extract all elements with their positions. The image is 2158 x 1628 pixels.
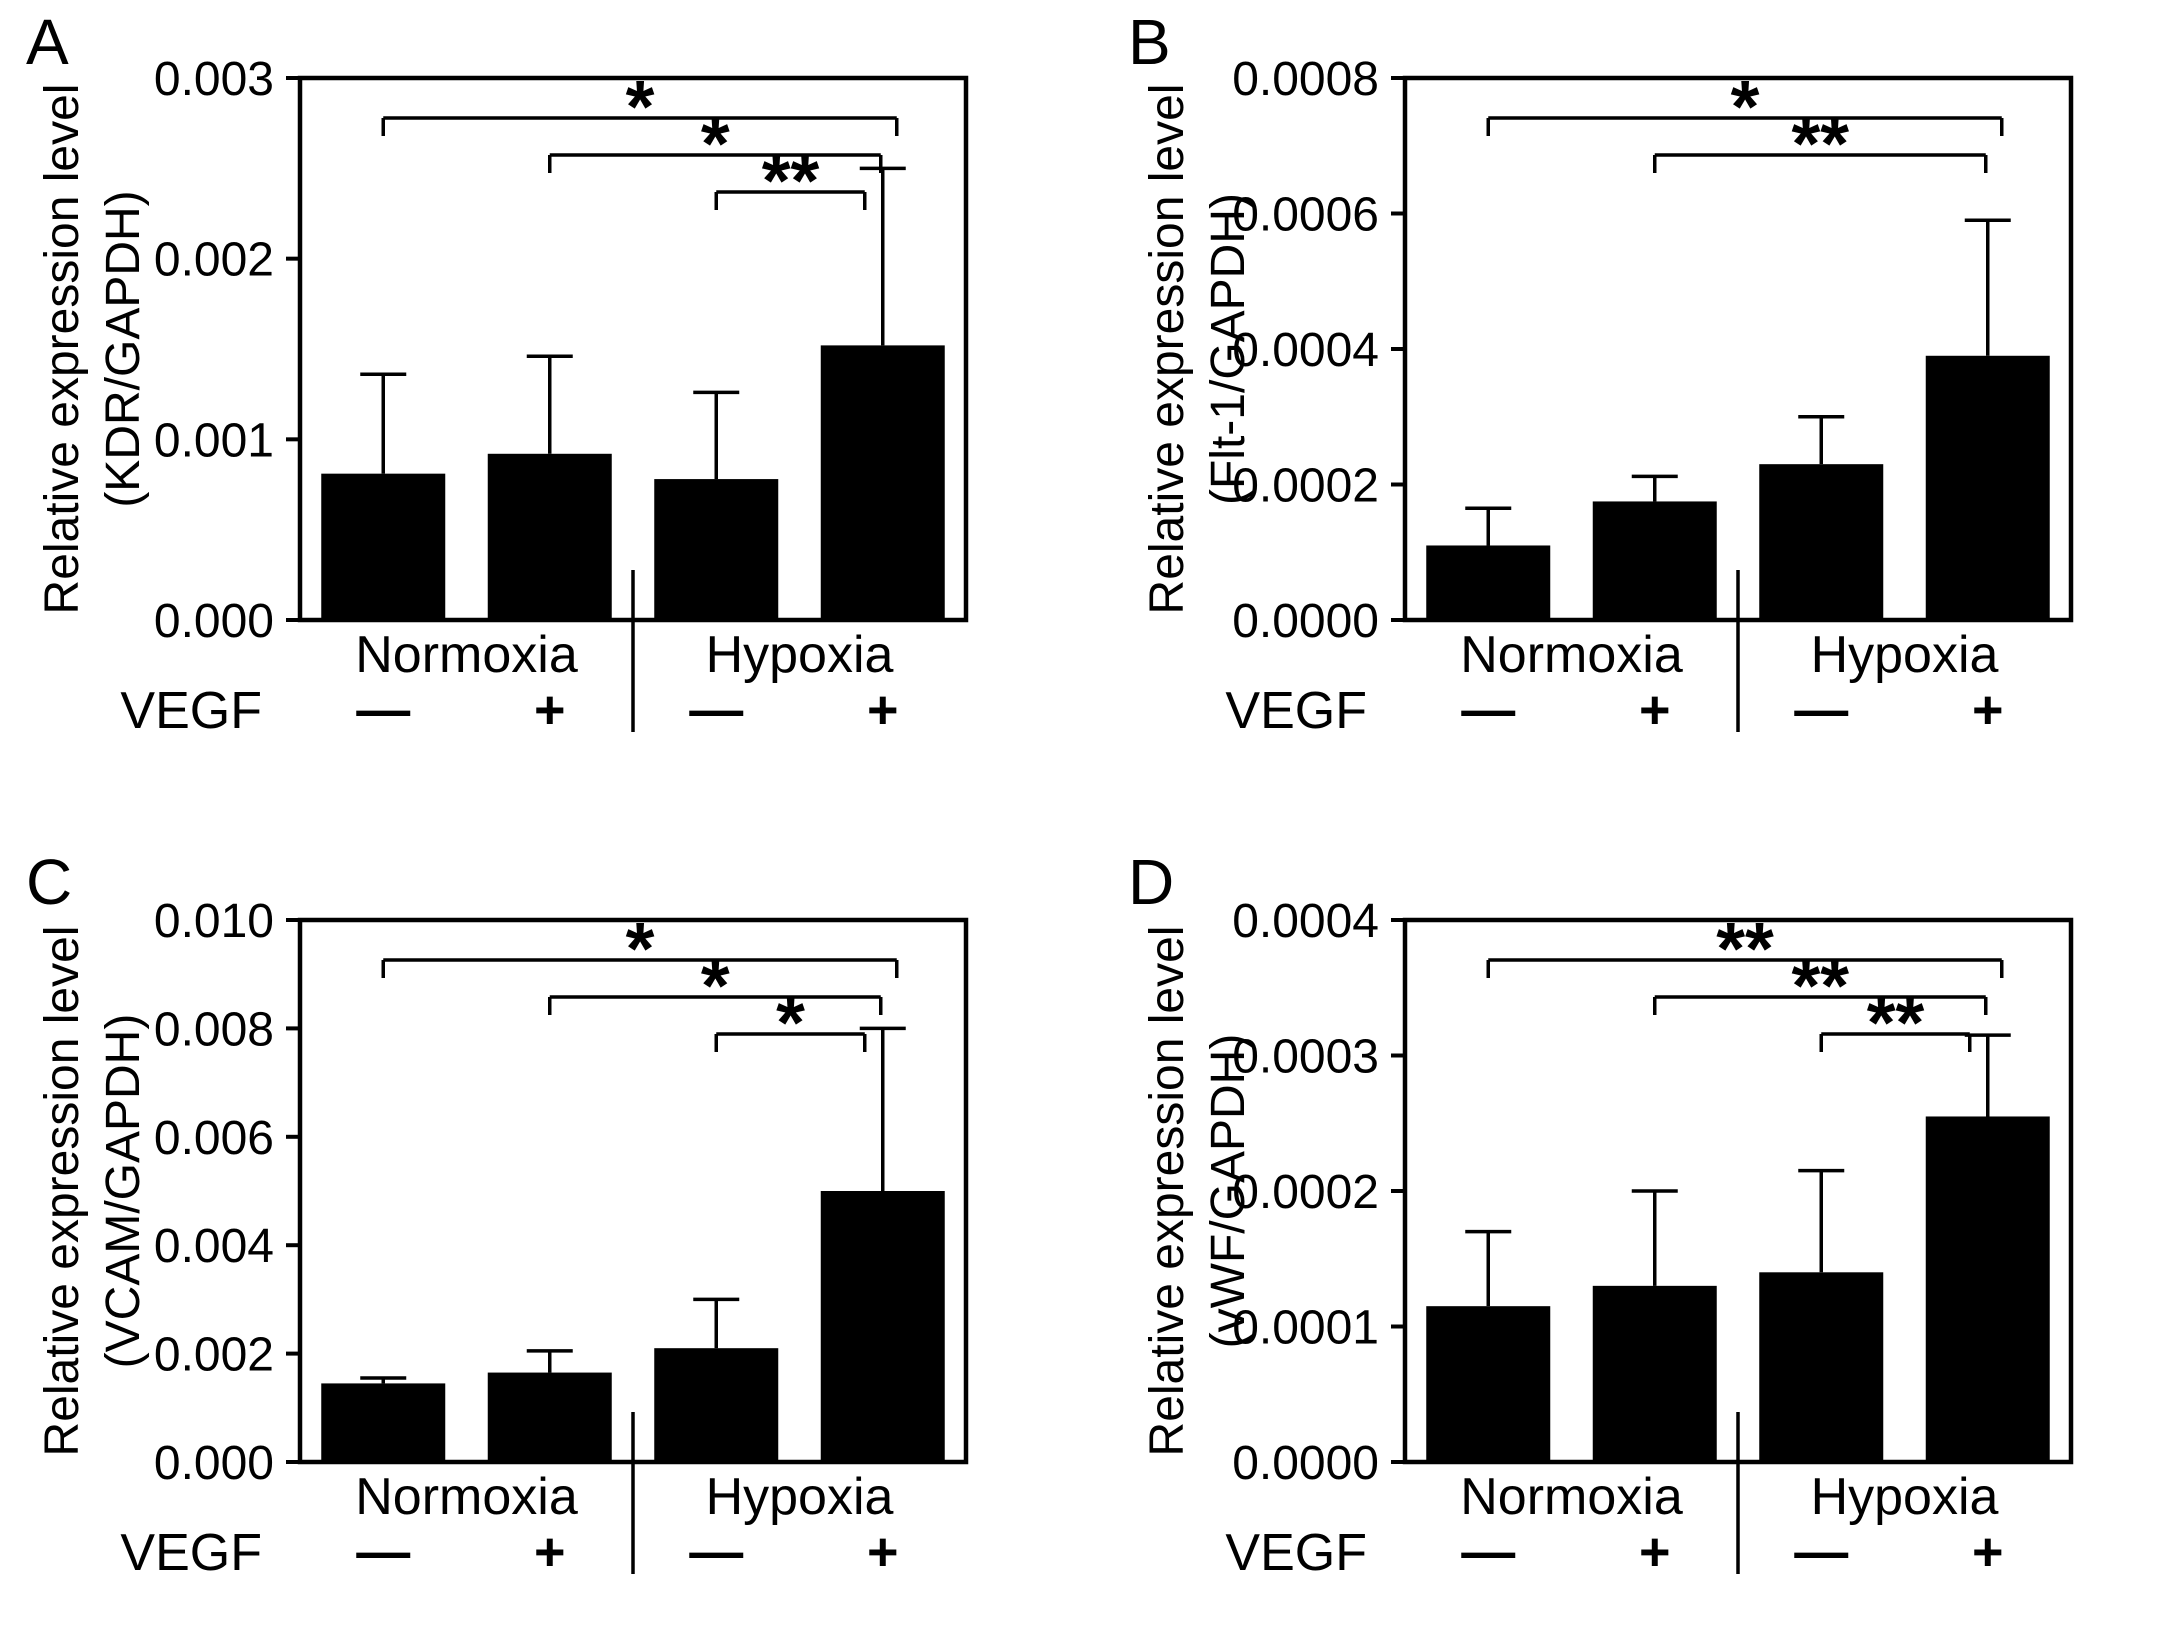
bar — [1925, 355, 2050, 620]
y-axis-label-line1: Relative expression level — [36, 926, 89, 1457]
bar — [654, 479, 779, 620]
bar — [820, 1191, 945, 1462]
significance-label: ** — [762, 139, 820, 222]
bar — [321, 1383, 446, 1462]
group-label-normoxia: Normoxia — [1460, 1468, 1683, 1526]
y-tick-label: 0.0000 — [1232, 1437, 1379, 1490]
vegf-sign: + — [1972, 680, 2004, 740]
vegf-row-label: VEGF — [1225, 1524, 1367, 1582]
y-axis-label-line1: Relative expression level — [36, 84, 89, 615]
y-tick-label: 0.008 — [154, 1003, 274, 1056]
vegf-sign: + — [534, 1522, 566, 1582]
vegf-sign: + — [1972, 1522, 2004, 1582]
y-tick-label: 0.0002 — [1232, 1166, 1379, 1219]
y-tick-label: 0.001 — [154, 414, 274, 467]
bar — [1426, 545, 1551, 620]
vegf-sign: — — [1461, 1522, 1515, 1582]
y-tick-label: 0.0001 — [1232, 1302, 1379, 1355]
panel-c-chart: 0.000 0.002 0.004 0.006 0.008 0.010 * * * Relativ… — [36, 895, 969, 1582]
y-tick-label: 0.0003 — [1232, 1031, 1379, 1084]
vegf-row-label: VEGF — [120, 682, 262, 740]
significance-label: * — [626, 907, 655, 990]
vegf-sign: + — [1639, 1522, 1671, 1582]
y-tick-label: 0.000 — [154, 1437, 274, 1490]
y-tick-label: 0.0008 — [1232, 53, 1379, 106]
y-tick-label: 0.0000 — [1232, 595, 1379, 648]
y-axis-label-line2: (VCAM/GAPDH) — [97, 1014, 150, 1369]
y-axis-label-line2: (Flt-1/GAPDH) — [1202, 193, 1255, 505]
panel-letter-b: B — [1128, 6, 1171, 78]
bar — [487, 1372, 612, 1462]
panel-letter-d: D — [1128, 846, 1175, 918]
y-tick-label: 0.006 — [154, 1112, 274, 1165]
bar — [487, 453, 612, 620]
panel-letter-c: C — [26, 846, 73, 918]
vegf-sign: + — [867, 1522, 899, 1582]
vegf-row-label: VEGF — [1225, 682, 1367, 740]
significance-label: ** — [1791, 944, 1849, 1027]
significance-label: ** — [1791, 102, 1849, 185]
y-tick-label: 0.004 — [154, 1220, 274, 1273]
group-label-hypoxia: Hypoxia — [706, 626, 894, 684]
vegf-sign: + — [867, 680, 899, 740]
y-axis-label-line2: (KDR/GAPDH) — [97, 190, 150, 507]
bar — [1426, 1306, 1551, 1462]
significance-label: ** — [1716, 907, 1774, 990]
significance-label: ** — [1867, 981, 1925, 1064]
y-tick-label: 0.0006 — [1232, 189, 1379, 242]
vegf-sign: — — [1794, 680, 1848, 740]
group-label-hypoxia: Hypoxia — [706, 1468, 894, 1526]
group-label-normoxia: Normoxia — [355, 1468, 578, 1526]
bar — [1759, 464, 1884, 620]
vegf-sign: — — [689, 1522, 743, 1582]
y-tick-label: 0.0004 — [1232, 324, 1379, 377]
y-tick-label: 0.0002 — [1232, 460, 1379, 513]
y-tick-label: 0.003 — [154, 53, 274, 106]
vegf-sign: — — [356, 1522, 410, 1582]
y-axis-label-line1: Relative expression level — [1141, 84, 1194, 615]
vegf-sign: — — [1794, 1522, 1848, 1582]
significance-label: * — [776, 981, 805, 1064]
vegf-sign: — — [689, 680, 743, 740]
bar — [1592, 1285, 1717, 1462]
group-label-normoxia: Normoxia — [355, 626, 578, 684]
vegf-sign: + — [1639, 680, 1671, 740]
vegf-sign: + — [534, 680, 566, 740]
y-tick-label: 0.000 — [154, 595, 274, 648]
significance-label: * — [701, 944, 730, 1027]
vegf-sign: — — [1461, 680, 1515, 740]
bar — [820, 345, 945, 620]
vegf-sign: — — [356, 680, 410, 740]
significance-label: * — [701, 102, 730, 185]
y-axis-label-line1: Relative expression level — [1141, 926, 1194, 1457]
vegf-row-label: VEGF — [120, 1524, 262, 1582]
significance-label: * — [626, 65, 655, 148]
y-tick-label: 0.002 — [154, 234, 274, 287]
bar — [1925, 1116, 2050, 1462]
bar — [654, 1348, 779, 1462]
group-label-hypoxia: Hypoxia — [1811, 1468, 1999, 1526]
bar — [1592, 501, 1717, 620]
bar — [321, 473, 446, 620]
y-tick-label: 0.0004 — [1232, 895, 1379, 948]
y-tick-label: 0.010 — [154, 895, 274, 948]
panel-letter-a: A — [26, 6, 69, 78]
group-label-normoxia: Normoxia — [1460, 626, 1683, 684]
group-label-hypoxia: Hypoxia — [1811, 626, 1999, 684]
y-axis-label-line2: (vWF/GAPDH) — [1202, 1034, 1255, 1349]
y-tick-label: 0.002 — [154, 1329, 274, 1382]
significance-label: * — [1731, 65, 1760, 148]
bar — [1759, 1272, 1884, 1462]
